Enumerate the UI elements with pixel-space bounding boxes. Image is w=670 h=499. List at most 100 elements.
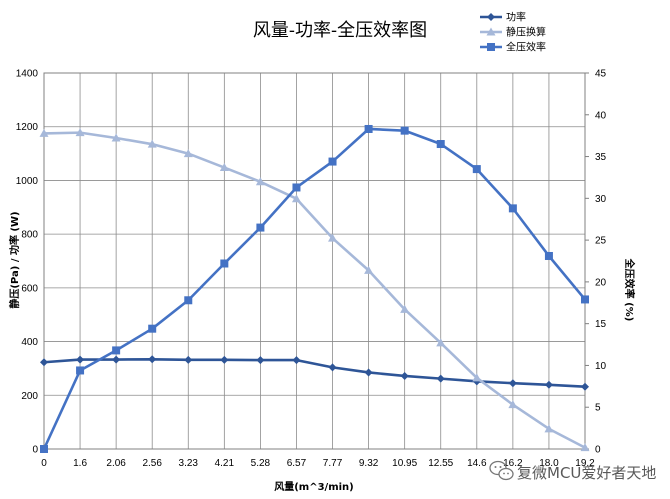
left-y-tick-label: 800 [21,230,38,241]
data-point [436,374,445,383]
watermark: 复微MCU爱好者天地 [489,460,656,482]
data-point [112,355,121,364]
data-point [472,373,482,382]
data-point [255,177,265,186]
data-point [436,338,446,347]
data-point [580,443,590,452]
x-tick-label: 2.06 [106,458,126,469]
legend-item: 全压效率 [480,41,546,54]
data-point [400,126,409,135]
data-point [486,27,496,36]
data-point [40,445,48,453]
x-axis: 0 1.6 2.06 2.56 3.23 4.21 5.28 6.57 7.77 9.32 10.9… [41,458,595,469]
data-point [148,355,157,364]
chart-title: 风量-功率-全压效率图 [253,20,427,41]
legend-label: 功率 [506,11,526,24]
x-tick-label: 4.21 [215,458,235,469]
data-point [436,140,445,149]
data-point [508,204,517,213]
x-tick-label: 0 [41,458,47,469]
left-y-tick-label: 0 [32,445,38,456]
data-point [364,265,374,274]
left-y-tick-label: 200 [21,391,38,402]
x-tick-label: 12.55 [428,458,453,469]
data-point [183,149,193,158]
data-point [508,379,517,388]
series-line [43,357,586,388]
data-point [184,355,193,364]
series-line [43,131,586,449]
data-point [364,124,373,133]
data-point [544,380,553,389]
right-y-tick-label: 20 [595,277,607,288]
plot-area [43,72,586,450]
legend-item: 功率 [480,11,526,24]
data-point [39,128,49,137]
data-point [292,183,301,192]
data-point [364,368,373,377]
data-point [256,223,265,232]
watermark-text: 复微MCU爱好者天地 [517,464,656,482]
data-point [112,346,121,355]
left-y-tick-label: 600 [21,283,38,294]
legend-label: 全压效率 [506,41,546,54]
data-point [256,356,265,365]
x-tick-label: 6.57 [287,458,307,469]
x-tick-label: 10.95 [392,458,417,469]
data-point [147,139,157,148]
left-y-tick-label: 1000 [16,176,39,187]
data-point [400,304,410,313]
data-point [472,165,481,174]
data-point [40,358,48,367]
right-y-tick-label: 10 [595,361,607,372]
data-point [508,400,518,409]
right-y-axis: 0 5 10 15 20 25 30 35 40 45 [585,69,607,456]
series-3 [40,124,589,453]
left-y-tick-label: 1200 [16,122,39,133]
left-y-tick-label: 1400 [16,69,39,80]
data-point [219,163,229,172]
right-y-tick-label: 5 [595,403,601,414]
data-point [148,324,157,333]
right-y-tick-label: 15 [595,319,607,330]
data-point [76,355,85,364]
data-point [581,295,589,304]
data-point [75,128,85,137]
data-point [291,194,301,203]
left-y-tick-label: 400 [21,337,38,348]
data-point [487,13,495,21]
x-axis-label: 风量(m^3/min) [274,480,354,493]
data-point [111,133,121,142]
x-tick-label: 16.2 [503,458,523,469]
data-point [292,356,301,365]
right-y-tick-label: 25 [595,236,607,247]
x-tick-label: 1.6 [73,458,87,469]
wechat-icon [489,460,514,481]
right-y-tick-label: 30 [595,194,607,205]
x-tick-label: 5.28 [251,458,271,469]
series-line [42,127,587,450]
data-point [328,363,337,372]
left-y-axis: 0 200 400 600 800 1000 1200 1400 [16,69,39,456]
x-tick-label: 19.2 [575,458,595,469]
series-layer [39,124,590,453]
left-y-axis-label: 静压(Pa) / 功率 (W) [8,211,21,308]
x-tick-label: 18.0 [539,458,559,469]
data-point [76,366,85,375]
x-tick-label: 2.56 [142,458,162,469]
right-y-tick-label: 45 [595,69,607,80]
legend-label: 静压换算 [506,26,546,39]
data-point [328,157,337,166]
x-tick-label: 7.77 [323,458,343,469]
right-y-tick-label: 35 [595,152,607,163]
x-tick-label: 3.23 [179,458,199,469]
data-point [487,43,495,51]
data-point [328,233,338,242]
legend-item: 静压换算 [480,26,546,39]
data-point [220,259,229,268]
x-tick-label: 9.32 [359,458,379,469]
